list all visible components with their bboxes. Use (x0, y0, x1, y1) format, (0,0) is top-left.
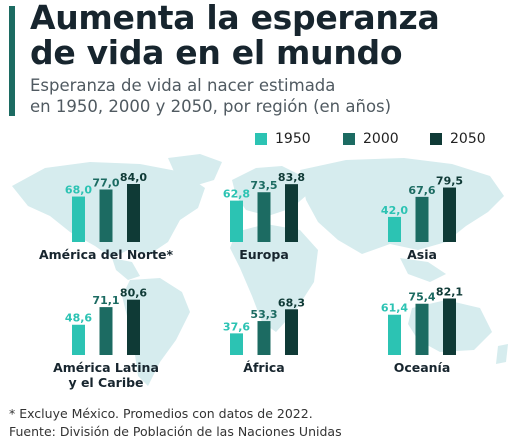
value-label-america-latina-y-el-caribe-2050: 80,6 (120, 287, 147, 300)
bar-asia-1950 (388, 216, 401, 242)
bar-africa-2050 (285, 309, 298, 355)
region-label-america-del-norte: América del Norte* (39, 247, 174, 262)
legend-swatch-2000 (343, 133, 355, 145)
chart-title-line-2: de vida en el mundo (30, 33, 403, 72)
value-label-america-latina-y-el-caribe-2000: 71,1 (92, 294, 119, 307)
chart-subtitle-line-1: Esperanza de vida al nacer estimada (30, 76, 336, 95)
value-label-europa-2000: 73,5 (250, 179, 277, 192)
value-label-africa-2050: 68,3 (278, 296, 305, 309)
accent-bar (9, 6, 15, 116)
value-label-africa-1950: 37,6 (223, 320, 250, 333)
bar-oceania-1950 (388, 314, 401, 355)
legend-swatch-1950 (255, 133, 267, 145)
value-label-oceania-2050: 82,1 (436, 285, 463, 298)
value-label-asia-1950: 42,0 (381, 204, 408, 217)
bar-america-del-norte-1950 (72, 196, 85, 242)
chart-subtitle-line-2: en 1950, 2000 y 2050, por región (en año… (30, 97, 392, 116)
footnote: * Excluye México. Promedios con datos de… (9, 406, 313, 421)
region-label-europa: Europa (239, 247, 289, 262)
value-label-america-latina-y-el-caribe-1950: 48,6 (65, 312, 92, 325)
central-america-shape (112, 258, 140, 280)
value-label-oceania-2000: 75,4 (408, 291, 435, 304)
bar-europa-2050 (285, 184, 298, 242)
bar-africa-2000 (257, 321, 271, 355)
world-map-chart: 68,077,0 84,0 América del Norte* 62,873,583… (12, 154, 508, 390)
bar-america-latina-y-el-caribe-2050 (127, 299, 140, 355)
bar-america-del-norte-2000 (99, 189, 113, 242)
legend-label-1950: 1950 (275, 131, 311, 147)
new-zealand-shape (496, 344, 508, 364)
value-label-oceania-1950: 61,4 (381, 302, 408, 315)
value-label-america-del-norte-2050: 84,0 (120, 171, 147, 184)
bar-asia-2050 (443, 187, 456, 242)
bar-asia-2000 (415, 196, 429, 242)
bar-oceania-2000 (415, 303, 429, 355)
source-note: Fuente: División de Población de las Nac… (9, 424, 342, 439)
value-label-america-del-norte-2000: 77,0 (92, 176, 119, 189)
legend-swatch-2050 (430, 133, 442, 145)
region-label-america-latina-y-el-caribe-line-1: América Latina (53, 360, 159, 375)
chart-title-line-1: Aumenta la esperanza (30, 0, 440, 37)
value-label-asia-2000: 67,6 (408, 184, 435, 197)
bar-america-latina-y-el-caribe-1950 (72, 324, 85, 355)
africa-shape (230, 224, 318, 332)
value-label-america-del-norte-1950: 68,0 (65, 184, 92, 197)
value-label-asia-2050: 79,5 (436, 175, 463, 188)
bar-america-del-norte-2050 (127, 184, 140, 242)
bar-america-latina-y-el-caribe-2000 (99, 307, 113, 355)
chart-subtitle: Esperanza de vida al nacer estimada en 1… (30, 75, 510, 117)
region-label-asia: Asia (407, 247, 437, 262)
bar-europa-1950 (230, 200, 243, 242)
southeast-asia-shape (400, 258, 446, 282)
value-label-europa-1950: 62,8 (223, 188, 250, 201)
bar-europa-2000 (257, 192, 271, 242)
bar-oceania-2050 (443, 298, 456, 355)
chart-title: Aumenta la esperanza de vida en el mundo (30, 0, 510, 70)
region-label-america-latina-y-el-caribe-line-2: y el Caribe (68, 375, 143, 390)
region-label-oceania: Oceanía (394, 360, 451, 375)
value-label-africa-2000: 53,3 (250, 308, 277, 321)
bars-group: 68,077,0 84,0 América del Norte* 62,873,583… (39, 171, 463, 390)
legend-label-2000: 2000 (363, 131, 399, 147)
bar-africa-1950 (230, 333, 243, 355)
value-label-europa-2050: 83,8 (278, 171, 305, 184)
greenland-shape (168, 154, 222, 186)
region-label-africa: África (243, 360, 284, 375)
legend-label-2050: 2050 (450, 131, 486, 147)
